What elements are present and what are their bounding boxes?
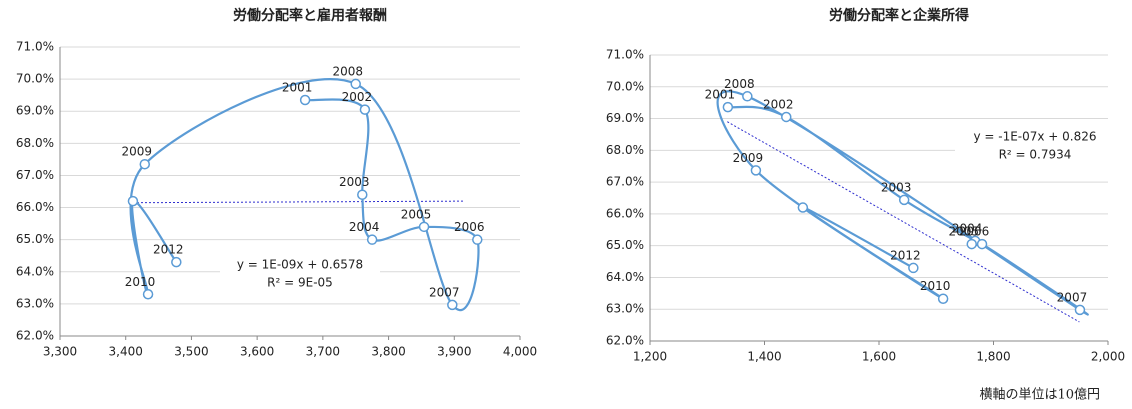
y-tick-label: 68.0% <box>606 143 644 157</box>
point-label: 2007 <box>1057 290 1088 304</box>
data-point <box>350 78 361 90</box>
point-label: 2003 <box>881 180 912 194</box>
data-point <box>142 289 154 300</box>
point-label: 2009 <box>733 151 764 165</box>
trendline <box>727 121 1080 323</box>
y-tick-label: 69.0% <box>606 111 644 125</box>
y-tick-label: 67.0% <box>606 175 644 189</box>
annotation-bg <box>955 128 1115 146</box>
x-tick-label: 4,000 <box>503 345 537 359</box>
y-tick-label: 68.0% <box>16 136 54 150</box>
y-tick-label: 65.0% <box>606 238 644 252</box>
data-point <box>299 94 311 106</box>
x-tick-label: 3,500 <box>174 345 208 359</box>
point-label: 2004 <box>349 220 380 234</box>
y-tick-label: 70.0% <box>16 72 54 86</box>
x-tick-label: 1,800 <box>976 350 1010 364</box>
footnote: 横軸の単位は10億円 <box>979 387 1100 403</box>
point-label: 2003 <box>339 175 370 189</box>
x-tick-label: 3,800 <box>371 345 405 359</box>
y-tick-label: 67.0% <box>16 168 54 182</box>
data-point <box>797 202 809 213</box>
point-label: 2012 <box>153 243 184 257</box>
x-tick-label: 1,200 <box>633 350 667 364</box>
data-point <box>742 91 753 102</box>
x-tick-label: 3,700 <box>306 345 340 359</box>
point-label: 2004 <box>952 221 983 235</box>
point-label: 2002 <box>342 90 373 104</box>
data-point <box>898 194 910 206</box>
data-point <box>781 111 792 123</box>
y-tick-label: 63.0% <box>606 302 644 316</box>
point-label: 2006 <box>959 225 990 239</box>
annotation: y = -1E-07x + 0.826 <box>973 130 1096 144</box>
annotation: y = 1E-09x + 0.6578 <box>237 258 363 272</box>
chart-title: 労働分配率と雇用者報酬 <box>233 7 387 24</box>
y-tick-label: 62.0% <box>16 329 54 343</box>
point-label: 2005 <box>948 225 979 239</box>
point-label: 2001 <box>705 88 736 102</box>
y-tick-label: 71.0% <box>606 48 644 62</box>
annotation-bg <box>955 146 1115 164</box>
point-label: 2005 <box>401 207 432 221</box>
trendline <box>128 200 465 204</box>
point-label: 2010 <box>920 279 951 293</box>
data-point <box>357 189 368 200</box>
x-tick-label: 3,600 <box>240 345 274 359</box>
y-tick-label: 62.0% <box>606 334 644 348</box>
y-tick-label: 71.0% <box>16 40 54 54</box>
y-tick-label: 70.0% <box>606 79 644 93</box>
data-point <box>750 165 762 176</box>
x-tick-label: 3,400 <box>109 345 143 359</box>
data-line <box>716 90 1089 316</box>
y-tick-label: 64.0% <box>16 264 54 278</box>
data-point <box>966 238 977 250</box>
point-label: 2002 <box>763 97 794 111</box>
chart-title: 労働分配率と企業所得 <box>829 7 969 24</box>
data-point <box>418 221 430 233</box>
x-tick-label: 3,900 <box>437 345 471 359</box>
data-point <box>171 256 182 268</box>
data-point <box>447 299 458 311</box>
point-label: 2009 <box>121 145 152 159</box>
y-tick-label: 69.0% <box>16 104 54 118</box>
data-point <box>1074 304 1086 316</box>
y-tick-label: 66.0% <box>16 200 54 214</box>
point-label: 2012 <box>890 248 921 262</box>
annotation: R² = 0.7934 <box>999 148 1072 162</box>
y-tick-label: 66.0% <box>606 206 644 220</box>
data-point <box>976 238 988 250</box>
point-label: 2007 <box>429 285 460 299</box>
annotation: R² = 9E-05 <box>267 276 333 290</box>
point-label: 2008 <box>332 64 363 78</box>
point-label: 2010 <box>125 275 156 289</box>
point-label: 2006 <box>454 220 485 234</box>
data-point <box>139 158 151 170</box>
data-point <box>908 262 919 274</box>
data-point <box>472 234 483 245</box>
x-tick-label: 2,000 <box>1091 350 1125 364</box>
annotation-bg <box>220 256 380 274</box>
x-tick-label: 1,600 <box>862 350 896 364</box>
data-point <box>722 101 734 113</box>
data-point <box>127 195 139 207</box>
y-tick-label: 64.0% <box>606 270 644 284</box>
y-tick-label: 63.0% <box>16 296 54 310</box>
data-point <box>366 234 378 245</box>
data-point <box>937 293 949 304</box>
x-tick-label: 3,300 <box>43 345 77 359</box>
data-point <box>359 104 371 115</box>
point-label: 2001 <box>282 80 313 94</box>
x-tick-label: 1,400 <box>747 350 781 364</box>
annotation-bg <box>220 274 380 292</box>
point-label: 2008 <box>724 77 755 91</box>
y-tick-label: 65.0% <box>16 232 54 246</box>
